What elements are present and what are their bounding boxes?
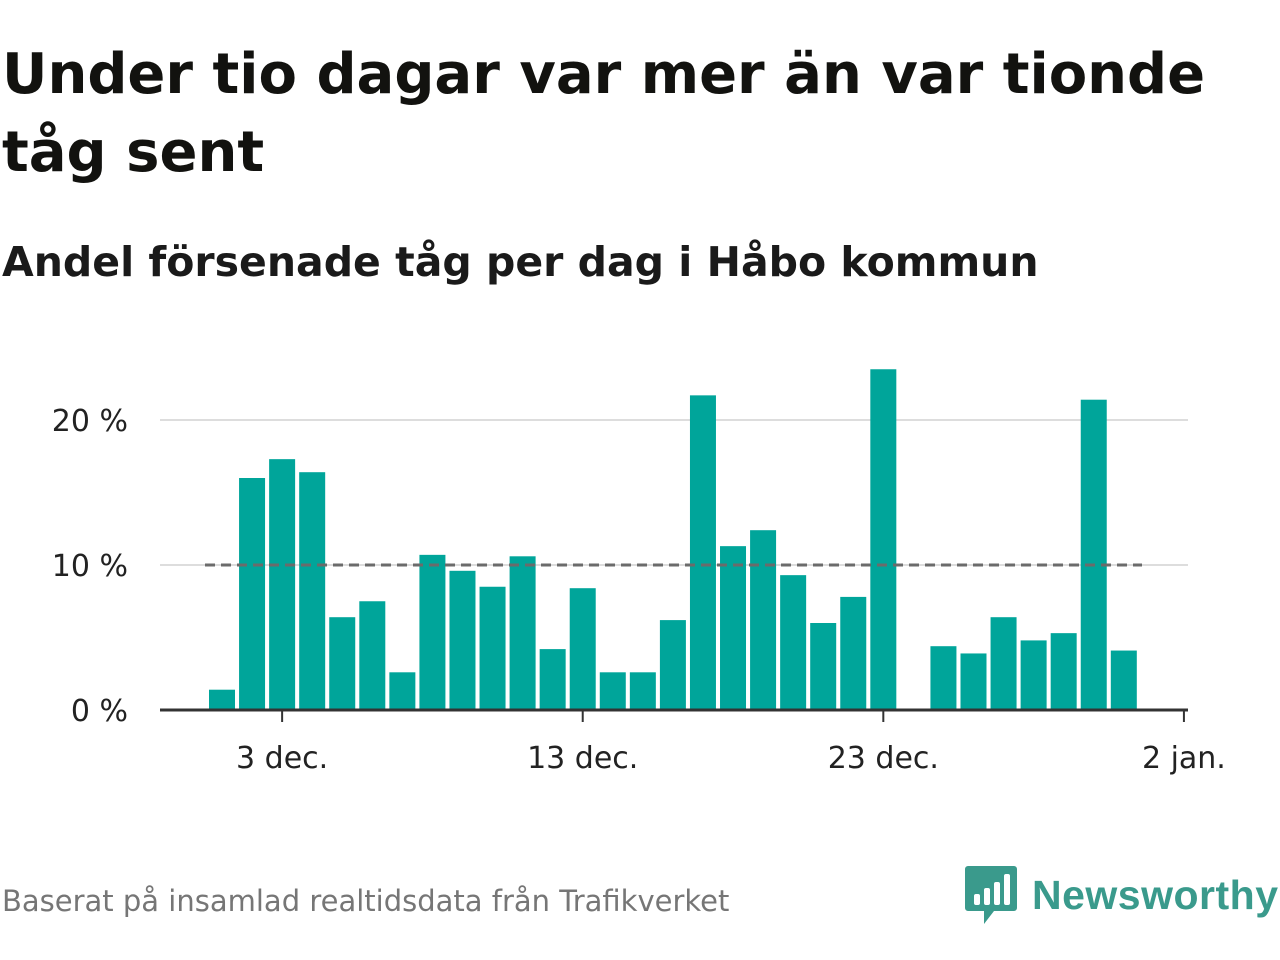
bar-18	[720, 546, 747, 710]
bar-20	[780, 575, 807, 710]
bar-9	[449, 570, 476, 710]
chart-title: Under tio dagar var mer än var tionde tå…	[2, 42, 1206, 185]
x-tick-label: 2 jan.	[1142, 741, 1226, 776]
bar-17	[689, 395, 716, 710]
bar-31	[1110, 650, 1137, 710]
brand-name: Newsworthy	[1032, 871, 1279, 918]
bars-group	[209, 369, 1137, 710]
x-axis: 3 dec. 13 dec. 23 dec. 2 jan.	[160, 708, 1226, 776]
bar-4	[299, 472, 326, 710]
bar-14	[599, 672, 626, 710]
bar-28	[1020, 640, 1047, 710]
bar-23	[870, 369, 897, 710]
x-tick-label: 3 dec.	[236, 741, 328, 776]
bar-29	[1050, 633, 1077, 710]
bar-2	[239, 478, 266, 710]
bar-1	[209, 689, 235, 710]
brand-logo: Newsworthy	[964, 864, 1279, 926]
x-tick-label: 23 dec.	[828, 741, 939, 776]
bar-6	[359, 601, 386, 710]
bar-25	[930, 646, 957, 710]
bar-12	[539, 649, 566, 710]
y-tick-label: 0 %	[71, 694, 128, 729]
bar-15	[629, 672, 656, 710]
chart-subtitle: Andel försenade tåg per dag i Håbo kommu…	[2, 238, 1039, 286]
bar-21	[810, 623, 837, 710]
y-tick-label: 10 %	[52, 549, 128, 584]
bar-26	[960, 653, 987, 710]
y-axis: 0 % 10 % 20 %	[52, 404, 128, 729]
newsworthy-logo-icon	[965, 866, 1017, 924]
bar-10	[479, 586, 506, 710]
bar-11	[509, 556, 536, 710]
y-tick-label: 20 %	[52, 404, 128, 439]
bar-3	[269, 459, 296, 710]
bar-16	[659, 620, 686, 710]
bar-13	[569, 588, 596, 710]
bar-27	[990, 617, 1017, 710]
source-note: Baserat på insamlad realtidsdata från Tr…	[2, 884, 730, 918]
bar-chart: 0 % 10 % 20 % 3 dec. 13 dec. 23 dec. 2 jan.	[52, 369, 1226, 776]
bar-22	[840, 596, 867, 710]
x-tick-label: 13 dec.	[527, 741, 638, 776]
bar-30	[1080, 399, 1107, 710]
bar-8	[419, 554, 446, 710]
bar-7	[389, 672, 416, 710]
bar-5	[329, 617, 356, 710]
bar-19	[750, 530, 777, 710]
